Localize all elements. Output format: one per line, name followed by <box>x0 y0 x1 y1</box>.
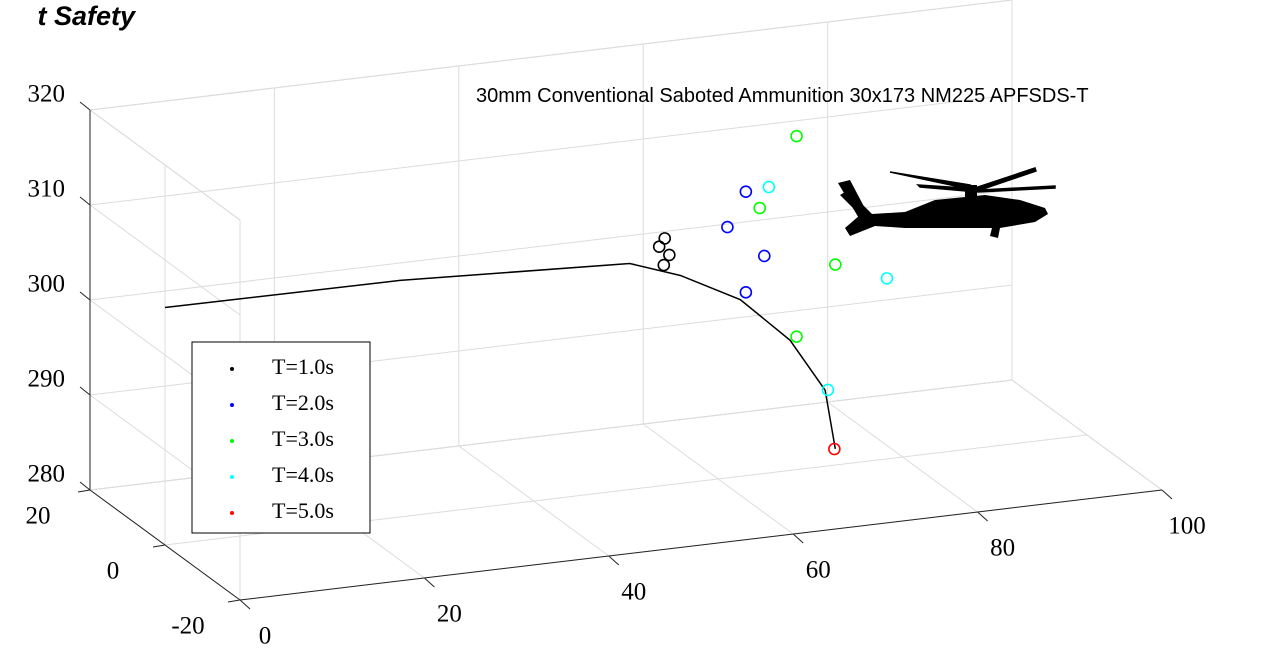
legend-marker <box>230 403 234 407</box>
z-tick-label: 280 <box>28 461 66 488</box>
y-tick-label: 0 <box>107 558 120 585</box>
y-tick-label: -20 <box>171 613 204 640</box>
data-point <box>721 220 734 234</box>
tick-mark <box>977 511 988 522</box>
chart-title: t Safety <box>37 1 137 31</box>
data-point <box>757 249 771 263</box>
tick-mark <box>792 533 804 544</box>
tick-mark <box>424 577 435 588</box>
plot-area <box>164 129 894 456</box>
legend: T=1.0s T=2.0s T=3.0s T=4.0s T=5.0s <box>230 354 334 523</box>
tick-mark <box>79 386 91 396</box>
data-point <box>821 383 835 397</box>
x-tick-label: 80 <box>990 535 1015 562</box>
data-point <box>880 272 894 285</box>
trajectory-line <box>164 262 837 450</box>
data-point <box>790 330 803 343</box>
data-point <box>658 232 672 245</box>
data-point <box>753 201 766 215</box>
tick-mark <box>1161 489 1173 500</box>
data-point <box>739 286 753 299</box>
x-tick-label: 60 <box>806 557 831 584</box>
legend-label: T=2.0s <box>272 390 334 415</box>
x-tick-label: 100 <box>1168 513 1206 540</box>
z-tick-label: 320 <box>28 81 66 108</box>
legend-box <box>191 341 371 534</box>
legend-marker <box>230 367 234 371</box>
legend-marker <box>230 511 234 515</box>
y-tick-label: 20 <box>26 503 51 530</box>
grid-line <box>89 189 1013 301</box>
x-axis <box>239 489 1163 601</box>
tick-mark <box>239 599 251 610</box>
data-point <box>790 129 803 143</box>
legend-label: T=3.0s <box>272 426 334 451</box>
legend-label: T=1.0s <box>272 354 334 379</box>
tick-mark <box>77 489 91 493</box>
data-point <box>828 258 842 271</box>
data-point <box>657 258 671 272</box>
x-tick-label: 0 <box>259 623 272 649</box>
tick-mark <box>79 291 91 301</box>
z-tick-label: 290 <box>28 366 66 393</box>
legend-marker <box>230 475 234 479</box>
data-point <box>663 248 676 262</box>
grid-line <box>89 94 1013 206</box>
data-point <box>762 180 776 194</box>
tick-mark <box>227 599 241 603</box>
data-point <box>739 185 753 198</box>
tick-mark <box>79 101 91 111</box>
legend-label: T=4.0s <box>272 462 334 487</box>
helicopter-image <box>838 167 1056 238</box>
z-tick-label: 310 <box>28 176 66 203</box>
tick-mark <box>79 481 91 491</box>
grid-line <box>89 204 241 316</box>
grid-line <box>89 109 241 221</box>
tick-mark <box>152 544 166 548</box>
annotation: 30mm Conventional Saboted Ammunition 30x… <box>476 85 1089 107</box>
z-tick-label: 300 <box>28 271 66 298</box>
tick-mark <box>79 196 91 206</box>
legend-marker <box>230 439 234 443</box>
legend-label: T=5.0s <box>272 498 334 523</box>
x-tick-label: 40 <box>621 579 646 606</box>
data-point <box>828 442 841 456</box>
y-axis <box>89 489 241 601</box>
x-tick-label: 20 <box>437 601 462 628</box>
grid-line <box>89 0 1013 111</box>
tick-mark <box>608 555 620 566</box>
